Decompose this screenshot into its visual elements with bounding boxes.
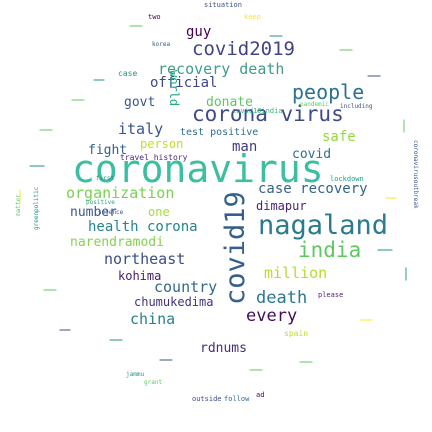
cloud-word: kohima (118, 269, 162, 283)
cloud-word: greenpolitic (33, 186, 40, 230)
cloud-word: grant (144, 379, 163, 386)
cloud-word: health corona (88, 219, 198, 235)
cloud-word: one (148, 205, 170, 219)
cloud-word: narendramodi (70, 235, 164, 250)
cloud-word: death (256, 288, 308, 308)
cloud-word: country (154, 278, 218, 296)
cloud-word: covid19 (220, 191, 251, 305)
cloud-word: number (70, 205, 117, 220)
cloud-word: science (98, 209, 124, 216)
cloud-word: recovery death (158, 60, 285, 78)
cloud-word: chumukedima (134, 295, 214, 309)
cloud-word: covid19india (232, 107, 283, 115)
cloud-word: covid (292, 147, 332, 162)
cloud-word: govt (124, 95, 156, 110)
cloud-word: covid2019 (192, 38, 295, 60)
cloud-word: guy (186, 24, 212, 40)
cloud-word: every (246, 306, 298, 326)
cloud-word: million (264, 264, 328, 282)
cloud-word: korea (152, 41, 171, 48)
cloud-word: jammu (126, 371, 145, 378)
cloud-word: people (292, 80, 365, 104)
cloud-word: follow (224, 395, 250, 403)
cloud-word: test positive (180, 127, 259, 138)
cloud-word: including (340, 103, 373, 110)
cloud-word: dimapur (256, 199, 307, 213)
cloud-word: situation (204, 1, 242, 9)
cloud-word: corona virus (192, 102, 344, 126)
cloud-word: official (150, 75, 218, 91)
cloud-word: two (148, 13, 161, 21)
cloud-word: rdnums (200, 341, 247, 356)
cloud-word: matter (15, 194, 22, 216)
cloud-word: organization (66, 184, 175, 202)
cloud-word: world (167, 70, 181, 107)
cloud-word: travel history (120, 153, 188, 162)
cloud-word: please (318, 291, 344, 299)
cloud-word: italy (118, 120, 164, 138)
cloud-word: first (96, 175, 115, 182)
cloud-word: donate (206, 95, 253, 110)
cloud-word: northeast (104, 250, 186, 268)
cloud-word: ad (256, 391, 265, 399)
cloud-word: man (232, 139, 258, 155)
cloud-word: coronavirus (72, 147, 324, 191)
cloud-word: china (130, 310, 176, 328)
cloud-word: safe (322, 129, 356, 145)
cloud-word: case (118, 69, 138, 78)
cloud-word: india (298, 238, 362, 262)
cloud-word: outside (192, 395, 222, 403)
cloud-word: person (140, 137, 184, 151)
cloud-word: lockdown (330, 175, 364, 183)
cloud-word: positive (86, 199, 115, 206)
cloud-word: pandemic (300, 101, 329, 108)
cloud-word: spain (284, 329, 309, 338)
cloud-word: fight (88, 143, 128, 158)
cloud-word: coronavirusoutbreak (412, 140, 419, 209)
cloud-word: case recovery (258, 181, 368, 197)
cloud-word: keep (244, 13, 261, 21)
cloud-word: nagaland (258, 210, 389, 241)
